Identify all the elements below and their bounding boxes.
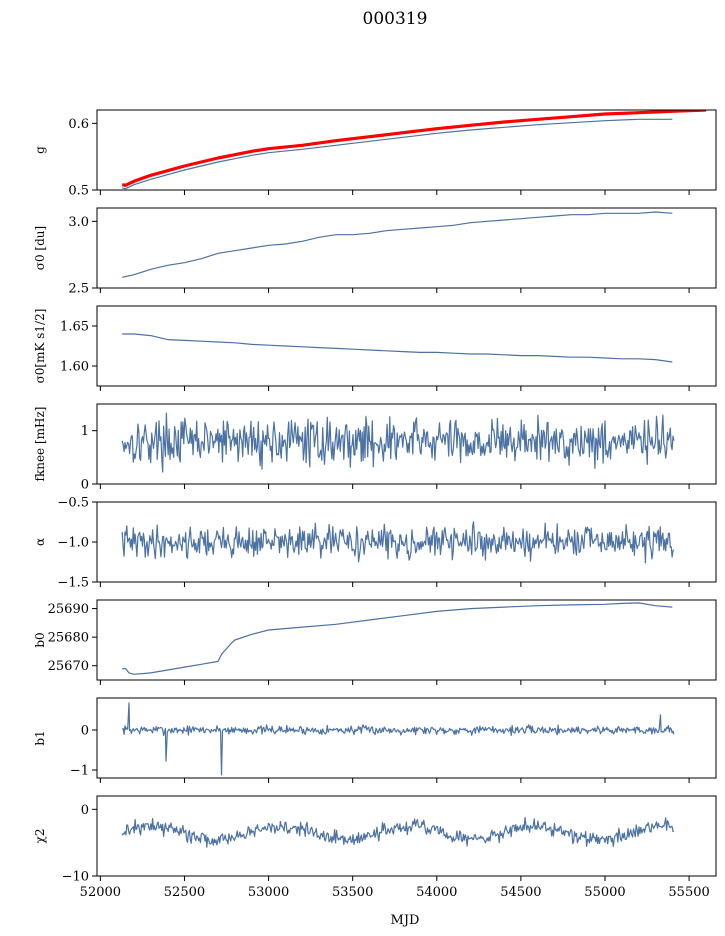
y-tick-label: −1.5 [57, 576, 89, 591]
plot-frame [96, 697, 717, 779]
shared-x-axis: 52000 52500 53000 53500 54000 54500 55000 55500 [80, 885, 710, 900]
subplot-7: −1 0 b1 [33, 697, 717, 783]
series-line-2-1 [122, 211, 673, 278]
subplot-5: −1.5 −1.0 −0.5 α [33, 496, 717, 591]
series-line-5-1 [121, 521, 675, 564]
x-tick-label: 55000 [584, 885, 625, 900]
y-tick-label: 1.65 [60, 320, 89, 335]
x-tick-label: 54000 [416, 885, 457, 900]
y-axis-label: fknee [mHz] [33, 407, 47, 482]
figure-title: 000319 [363, 9, 428, 29]
x-tick-label: 54500 [500, 885, 541, 900]
y-tick-label: −10 [62, 870, 89, 885]
y-axis-label: g [33, 146, 47, 154]
plot-frame [96, 795, 717, 877]
y-tick-label: 0 [81, 724, 89, 739]
series-line-1-2 [122, 118, 673, 190]
plot-frame [96, 305, 717, 387]
subplot-1: 0.5 0.6 g [33, 109, 717, 199]
y-tick-label: 25680 [48, 631, 89, 646]
plot-frame [96, 109, 717, 191]
subplot-3: 1.60 1.65 σ0[mK s1/2] [33, 305, 717, 391]
x-tick-label: 53500 [332, 885, 373, 900]
subplot-stack: 0.5 0.6 g 2.5 3.0 σ0 [du] 1.60 1.65 σ0[mK s1/2] 0… [33, 109, 717, 885]
x-tick-label: 52500 [164, 885, 205, 900]
plot-frame [96, 207, 717, 289]
y-axis-label: χ2 [33, 829, 47, 844]
y-tick-label: 0.6 [68, 117, 89, 132]
y-tick-label: −1.0 [57, 536, 89, 551]
y-tick-label: −0.5 [57, 496, 89, 511]
y-tick-label: −1 [70, 764, 89, 779]
x-tick-label: 53000 [248, 885, 289, 900]
y-axis-label: b1 [33, 730, 47, 745]
x-axis-label: MJD [391, 913, 420, 928]
x-tick-label: 52000 [80, 885, 121, 900]
series-line-4-1 [121, 412, 675, 473]
subplot-8: −10 0 χ2 [33, 795, 717, 885]
y-axis-label: σ0 [du] [33, 226, 47, 270]
series-line-1-1 [121, 110, 706, 187]
plot-frame [96, 599, 717, 681]
y-axis-label: b0 [33, 632, 47, 647]
x-tick-label: 55500 [668, 885, 709, 900]
subplot-4: 0 1 fknee [mHz] [33, 403, 717, 493]
plot-frame [96, 403, 717, 485]
y-tick-label: 25670 [48, 659, 89, 674]
y-tick-label: 2.5 [68, 282, 89, 297]
y-tick-label: 0 [81, 803, 89, 818]
y-tick-label: 0 [81, 478, 89, 493]
y-tick-label: 0.5 [68, 184, 89, 199]
y-axis-label: α [33, 538, 47, 546]
series-line-6-1 [122, 602, 673, 675]
series-line-8-1 [121, 817, 675, 848]
y-tick-label: 25690 [48, 602, 89, 617]
series-line-7-1 [122, 702, 675, 776]
y-axis-label: σ0[mK s1/2] [33, 309, 47, 384]
series-line-3-1 [122, 333, 673, 363]
subplot-2: 2.5 3.0 σ0 [du] [33, 207, 717, 297]
y-tick-label: 1.60 [60, 360, 89, 375]
y-tick-label: 3.0 [68, 215, 89, 230]
y-tick-label: 1 [81, 424, 89, 439]
